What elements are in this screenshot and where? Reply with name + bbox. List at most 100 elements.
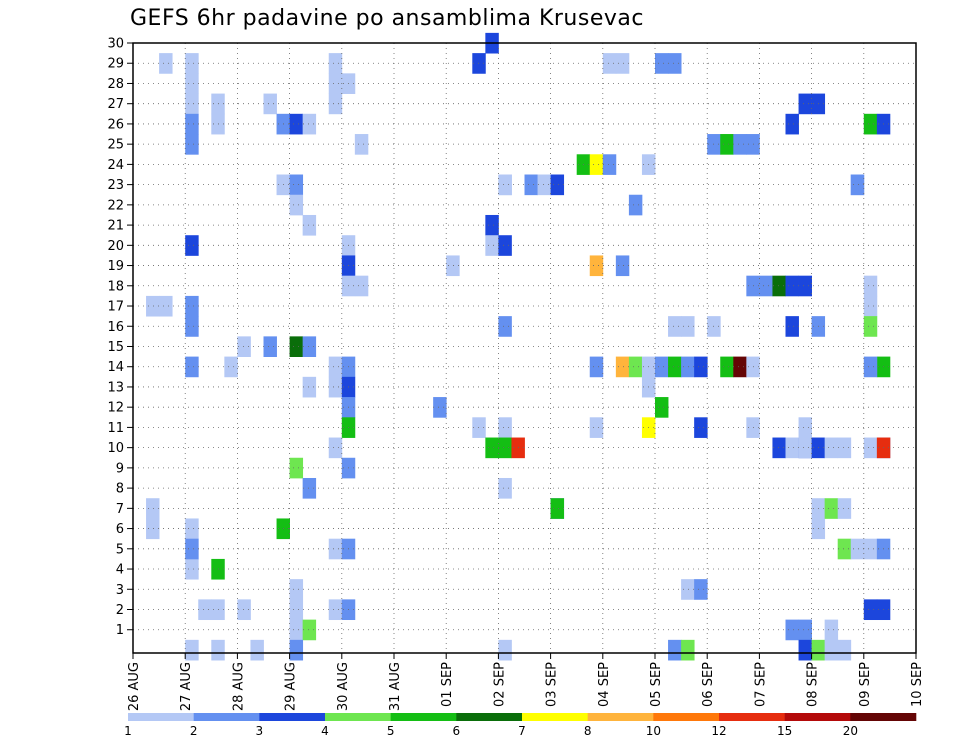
heatmap-cell [237,599,251,621]
y-tick-label: 16 [107,320,124,335]
heatmap-cell [668,356,682,378]
heatmap-cell [681,316,695,337]
heatmap-cell [185,518,199,540]
legend-swatch [259,713,326,721]
heatmap-cell [485,214,499,236]
heatmap-cell [772,275,786,297]
heatmap-cell [811,639,826,661]
y-tick-label: 17 [107,300,124,315]
heatmap-cell [655,397,669,418]
heatmap-cell [198,599,212,621]
heatmap-cell [185,235,199,256]
y-tick-label: 28 [107,77,124,92]
heatmap-cell [694,356,708,378]
heatmap-cell [185,558,199,580]
heatmap-cell [824,437,839,459]
x-tick-label: 03 SEP [545,662,560,707]
y-tick-label: 30 [107,37,124,52]
heatmap-cell [824,639,839,661]
legend-swatch [719,713,785,721]
heatmap-cell [681,356,695,378]
y-tick-label: 11 [107,421,124,436]
legend-label: 2 [190,724,198,738]
heatmap-cell [250,639,264,661]
legend-label: 1 [124,724,132,738]
heatmap-cell [550,498,565,519]
heatmap-cell [798,93,812,115]
heatmap-cell [863,275,878,297]
y-tick-label: 22 [107,198,124,213]
heatmap-cell [837,639,852,661]
heatmap-cell [146,295,160,317]
legend-swatch [522,713,588,721]
heatmap-cell [668,53,682,74]
x-tick-label: 08 SEP [806,662,821,707]
heatmap-cell [289,194,304,216]
heatmap-cell [328,599,343,621]
heatmap-cell [785,619,799,641]
heatmap-cell [302,477,317,499]
heatmap-cell [185,73,199,94]
x-tick-label: 05 SEP [649,662,664,707]
y-tick-label: 2 [116,603,124,618]
heatmap-cell [289,113,304,135]
y-tick-label: 8 [116,482,124,497]
legend-swatch [325,713,391,721]
heatmap-cell [485,235,499,256]
heatmap-cell [289,639,304,661]
heatmap-cell [302,214,317,236]
heatmap-cell [589,255,604,277]
heatmap-cell [863,316,878,337]
heatmap-cell [824,498,839,519]
heatmap-cell [837,498,852,519]
legend-label: 6 [453,724,461,738]
heatmap-cell [263,93,277,115]
heatmap-cell [185,316,199,337]
y-tick-label: 7 [116,502,124,517]
heatmap-cell [863,356,878,378]
x-tick-label: 29 AUG [284,662,299,711]
heatmap-cell [289,457,304,479]
heatmap-cell [863,538,878,560]
heatmap-cell [798,417,812,438]
heatmap-cell [602,154,617,175]
heatmap-cell [798,437,812,459]
heatmap-cell [185,53,199,74]
heatmap-cell [655,53,669,74]
heatmap-cell [185,295,199,317]
y-tick-label: 13 [107,380,124,395]
legend-label: 10 [646,724,661,738]
heatmap-cell [589,417,604,438]
heatmap-cell [550,174,565,196]
y-tick-label: 18 [107,279,124,294]
y-tick-label: 10 [107,441,124,456]
heatmap-cell [589,356,604,378]
heatmap-cell [159,53,173,74]
heatmap-cell [615,53,630,74]
heatmap-cell [615,255,630,277]
heatmap-cell [211,639,225,661]
heatmap-cell [498,639,512,661]
heatmap-cell [472,53,486,74]
y-tick-label: 14 [107,360,124,375]
heatmap-cell [328,73,343,94]
heatmap-cell [720,356,734,378]
heatmap-cell [185,538,199,560]
heatmap-cell [185,356,199,378]
heatmap-cell [668,639,682,661]
y-tick-label: 9 [116,461,124,476]
legend-swatch [390,713,457,721]
heatmap-cell [302,619,317,641]
x-tick-label: 04 SEP [597,662,612,707]
x-tick-label: 09 SEP [858,662,873,707]
y-tick-label: 25 [107,138,124,153]
heatmap-cell [263,336,277,357]
y-tick-label: 5 [116,542,124,557]
heatmap-cell [354,134,369,155]
heatmap-cell [433,397,447,418]
heatmap-cell [668,316,682,337]
y-tick-label: 29 [107,57,124,72]
heatmap-cell [589,154,604,175]
x-tick-label: 07 SEP [753,662,768,707]
legend-label: 5 [387,724,395,738]
